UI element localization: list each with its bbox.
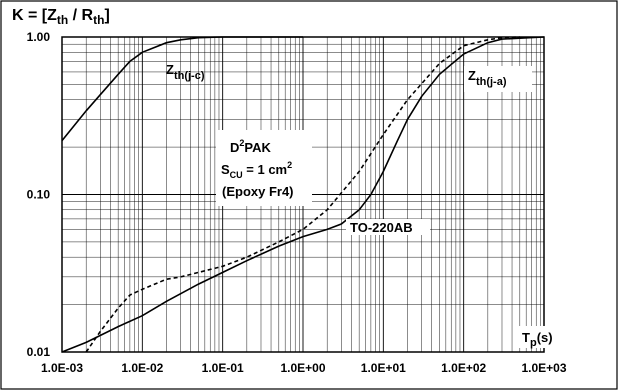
d2pak-label: D2PAK [230, 138, 272, 155]
series-line-1 [61, 36, 303, 142]
title-main: K = [Z [12, 7, 57, 24]
x-tick-label: 1.0E-02 [121, 361, 163, 375]
to220-label-bg [346, 219, 430, 235]
d2pak-label-bg [216, 130, 312, 206]
title-end: ] [104, 7, 109, 24]
to220-label: TO-220AB [350, 220, 413, 235]
x-tick-label: 1.0E+01 [361, 361, 406, 375]
x-tick-label: 1.0E+00 [280, 361, 325, 375]
chart-title: K = [Zth / Rth] [12, 7, 110, 27]
x-tick-labels: 1.0E-03 1.0E-02 1.0E-01 1.0E+00 1.0E+01 1.0E+… [41, 361, 567, 375]
y-tick-label: 1.00 [27, 30, 51, 44]
scu-label: SCU = 1 cm2 [221, 160, 292, 180]
epoxy-label: (Epoxy Fr4) [222, 184, 294, 199]
series-line-3 [85, 36, 520, 353]
annotations: Zth(j-c) Zth(j-a) D2PAK SCU = 1 cm2 (Epo… [166, 62, 565, 349]
x-unit-label: Tp(s) [522, 330, 553, 349]
title-sub-1: th [57, 13, 68, 27]
x-tick-label: 1.0E-03 [41, 361, 83, 375]
x-unit-label-bg [519, 326, 565, 348]
y-tick-label: 0.10 [27, 188, 51, 202]
x-tick-label: 1.0E+02 [441, 361, 486, 375]
title-mid: / R [68, 7, 93, 24]
x-tick-label: 1.0E+03 [521, 361, 566, 375]
y-tick-labels: 1.00 0.10 0.01 [27, 30, 51, 359]
series-line-2 [61, 36, 545, 353]
zth-jc-label: Zth(j-c) [166, 62, 205, 82]
zth-ja-label-bg [464, 66, 532, 92]
title-sub-2: th [93, 13, 104, 27]
plot-frame [61, 36, 545, 353]
y-tick-label: 0.01 [27, 345, 51, 359]
zth-ja-label: Zth(j-a) [468, 68, 507, 88]
x-tick-label: 1.0E-01 [202, 361, 244, 375]
